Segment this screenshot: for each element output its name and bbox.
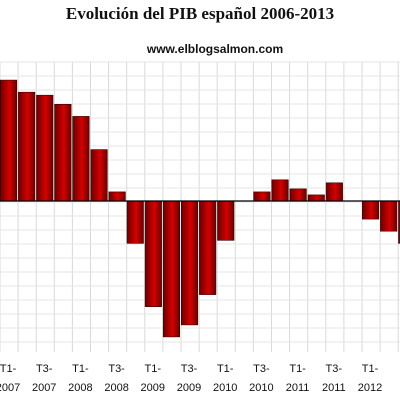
x-tick-label: T3- 2010: [249, 363, 273, 394]
bar-T3-2008: [181, 200, 199, 326]
chart-title: Evolución del PIB español 2006-2013: [65, 4, 335, 23]
bar-T1-2009: [217, 200, 235, 241]
bar-T1-2008: [144, 200, 162, 307]
x-tick-label: T3- 2011: [322, 363, 346, 394]
bar-T3-2006: [36, 94, 54, 202]
bars: [0, 79, 400, 338]
x-tick-label-text: T1-: [217, 363, 234, 375]
x-tick-label-text: T1-: [145, 363, 162, 375]
x-tick-label-text: T3-: [326, 363, 343, 375]
x-tick-label-text: 2011: [322, 382, 346, 394]
bar-T1-2007: [72, 116, 90, 202]
bar-T1-2006: [0, 79, 18, 202]
x-tick-label: T1- 2010: [213, 363, 237, 394]
bar-T4-2006: [54, 104, 72, 202]
bar-T2-2008: [162, 200, 180, 338]
x-tick-label: T3- 2009: [177, 363, 201, 394]
x-tick-label-text: 2009: [177, 382, 201, 394]
x-tick-label: T1- 2007: [0, 363, 20, 394]
x-tick-label: T1- 2011: [286, 363, 310, 394]
x-tick-label-text: 2009: [141, 382, 165, 394]
x-tick-labels: T1- 2007 T3- 2007 T1- 2008 T3- 2008 T1- 2009 T3- 20…: [0, 363, 382, 394]
bar-T1-2010: [289, 188, 307, 202]
bar-T2-2007: [90, 149, 108, 202]
bar-T3-2007: [108, 191, 126, 202]
x-tick-label-text: T1-: [0, 363, 17, 375]
bar-T4-2008: [199, 200, 217, 295]
chart-subtitle: www.elblogsalmon.com: [146, 42, 284, 56]
bar-T4-2007: [126, 200, 144, 244]
bar-T3-2011: [398, 200, 400, 244]
x-tick-label-text: 2010: [213, 382, 237, 394]
bar-T3-2010: [325, 182, 343, 202]
x-tick-label-text: T3-: [108, 363, 125, 375]
x-tick-label-text: 2010: [249, 382, 273, 394]
bar-T4-2009: [271, 179, 289, 202]
x-tick-label-text: T3-: [36, 363, 53, 375]
x-tick-label: T1- 2012: [358, 363, 382, 394]
x-tick-label-text: 2012: [358, 382, 382, 394]
x-tick-label: T3- 2008: [104, 363, 128, 394]
x-tick-label: T1- 2009: [141, 363, 165, 394]
x-tick-label: T3- 2007: [32, 363, 56, 394]
x-tick-label-text: T3-: [253, 363, 270, 375]
bar-T2-2010: [307, 194, 325, 202]
x-tick-label-text: T1-: [289, 363, 306, 375]
x-tick-label-text: 2011: [286, 382, 310, 394]
x-tick-label-text: T1-: [362, 363, 379, 375]
x-tick-label-text: 2007: [32, 382, 56, 394]
x-tick-label-text: T1-: [72, 363, 89, 375]
bar-T3-2009: [253, 191, 271, 202]
x-tick-label-text: 2007: [0, 382, 20, 394]
x-tick-label-text: 2008: [68, 382, 92, 394]
bar-T1-2011: [361, 200, 380, 220]
x-tick-label-text: T3-: [181, 363, 198, 375]
bar-T2-2011: [380, 200, 398, 232]
x-tick-label: T1- 2008: [68, 363, 92, 394]
bar-T2-2006: [18, 91, 36, 202]
x-tick-label-text: 2008: [104, 382, 128, 394]
